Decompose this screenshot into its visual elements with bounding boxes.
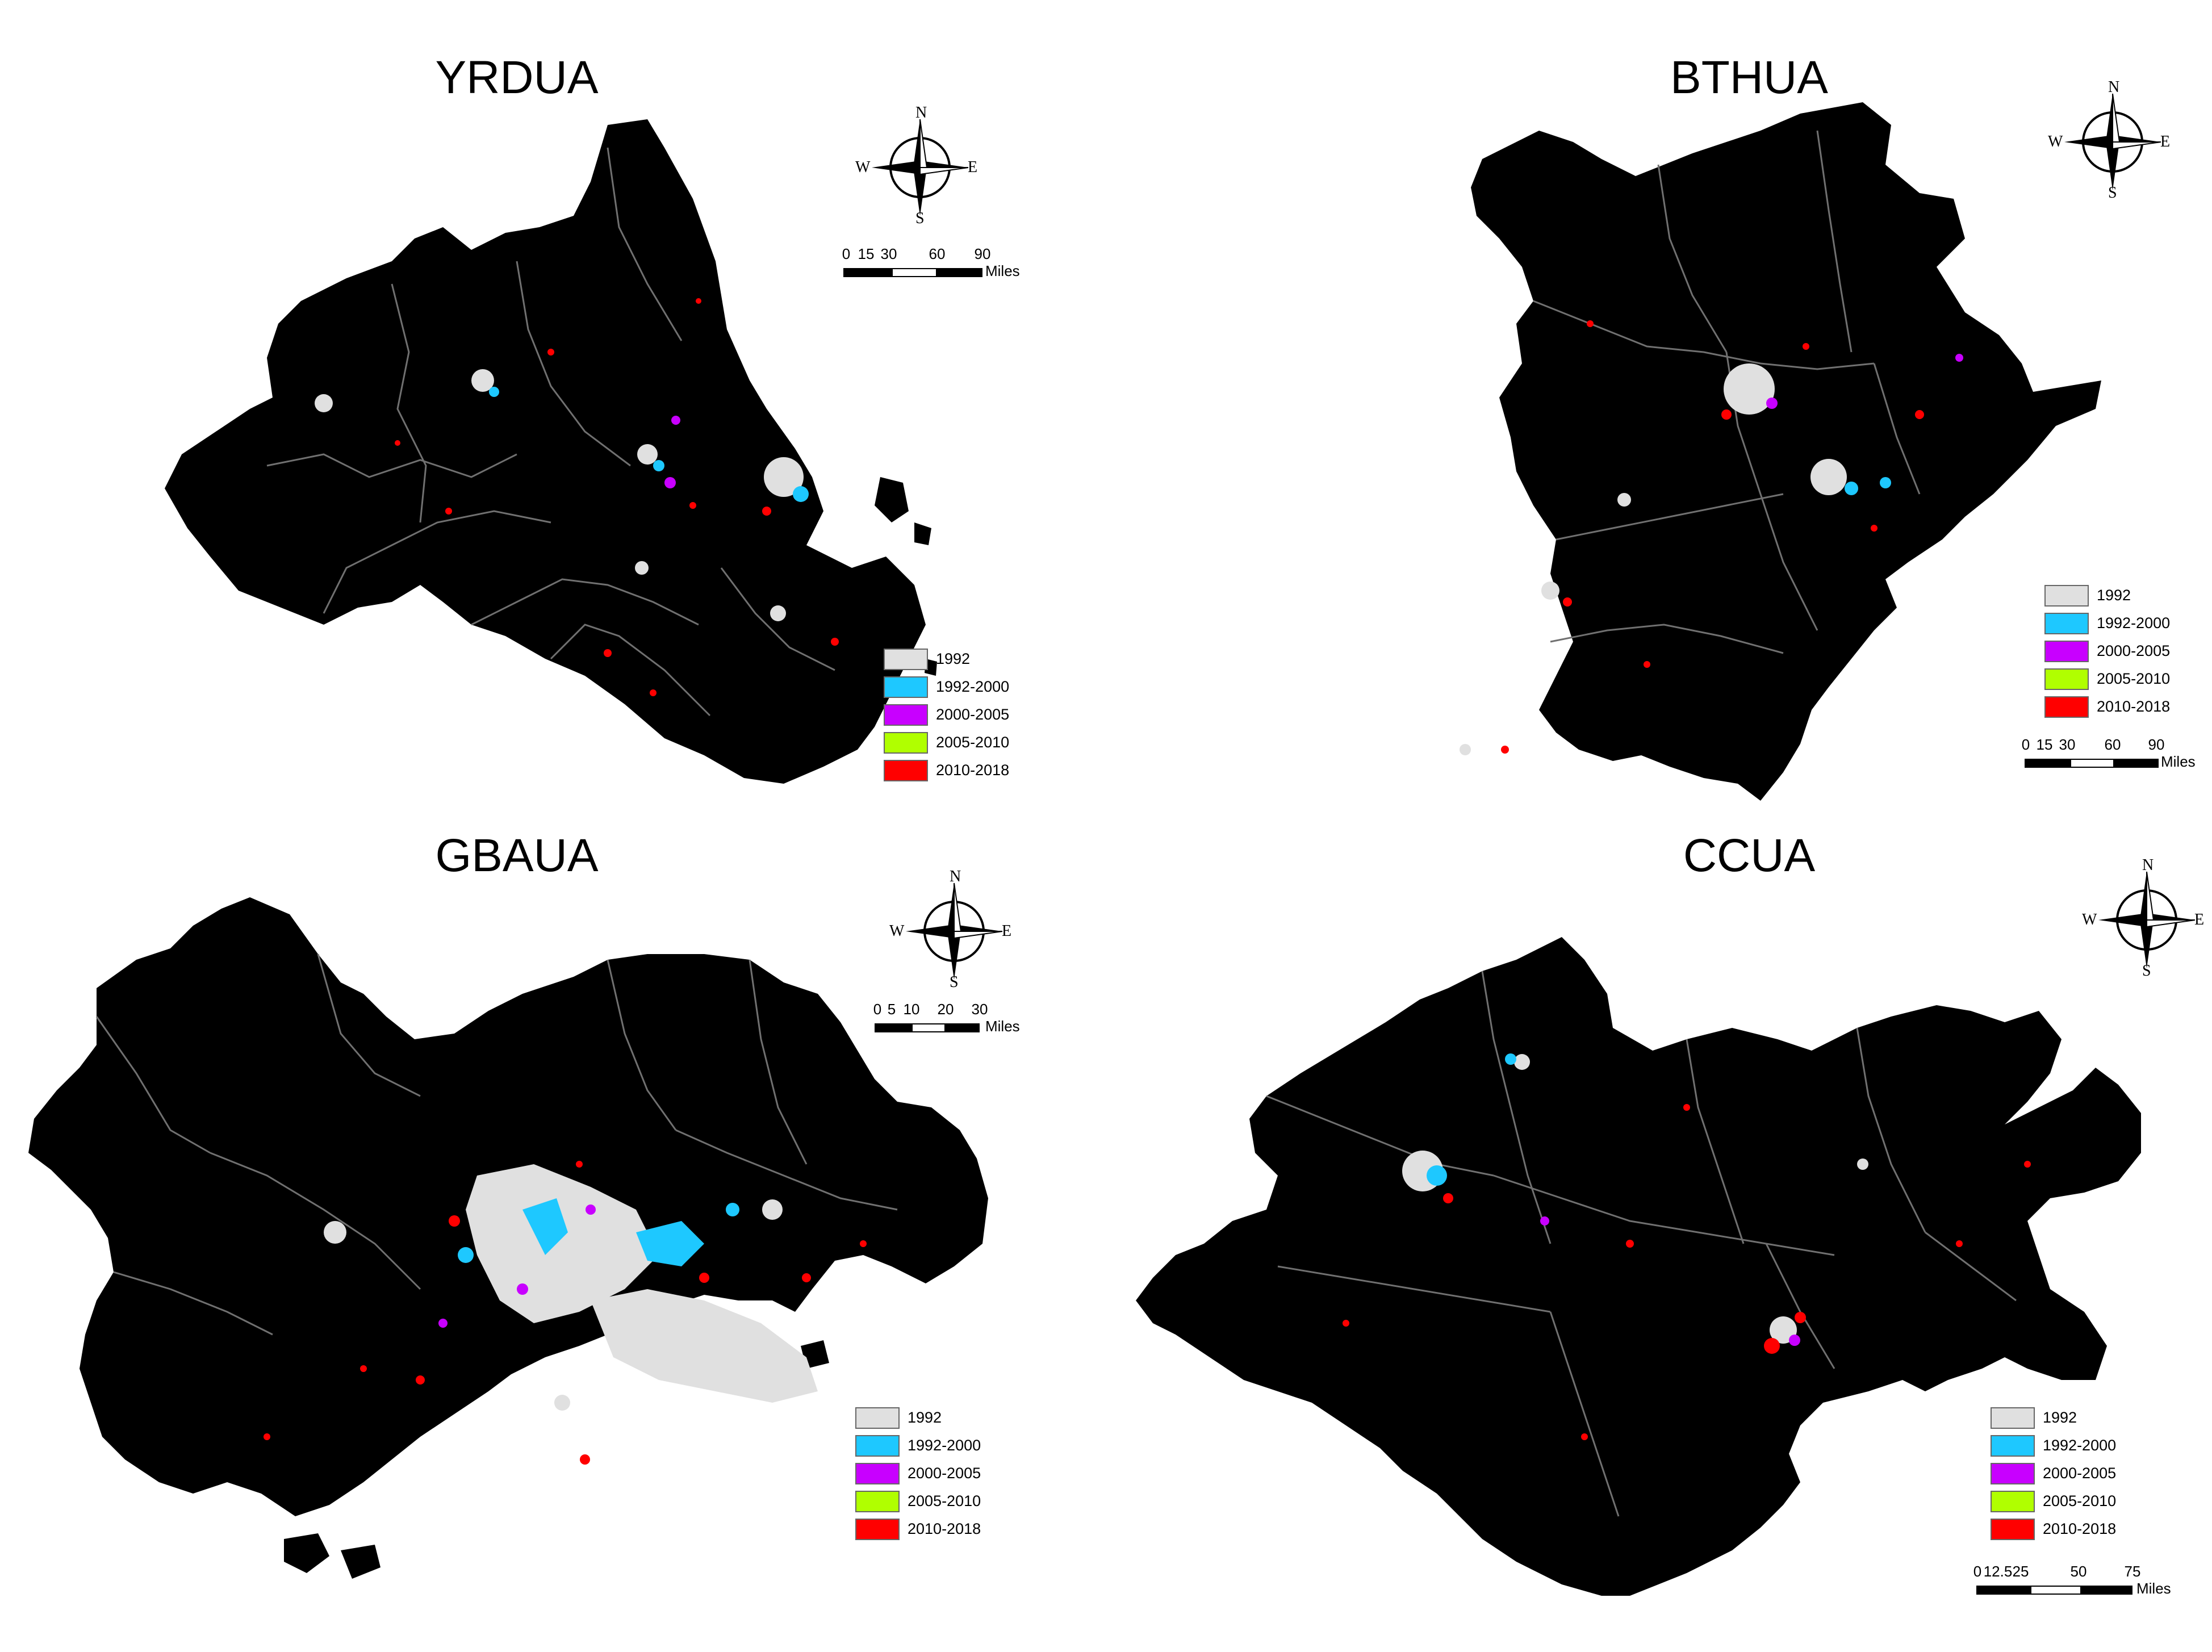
compass-n-label: N	[2142, 856, 2154, 874]
compass-n-label: N	[915, 104, 927, 122]
legend-label: 2010-2018	[936, 762, 1010, 779]
bthua-legend: 1992 1992-2000 2000-2005 2005-2010 2010-…	[2044, 582, 2170, 721]
scale-unit: Miles	[985, 262, 1020, 279]
panel-title-bthua: BTHUA	[1670, 52, 1828, 103]
scale-tick: 90	[974, 245, 991, 262]
scale-unit: Miles	[2136, 1580, 2171, 1597]
scale-tick: 30	[2059, 736, 2076, 753]
legend-label: 1992	[936, 650, 971, 667]
compass-w-label: W	[889, 922, 905, 940]
ccua-legend: 1992 1992-2000 2000-2005 2005-2010 2010-…	[1991, 1404, 2116, 1543]
scale-unit: Miles	[2161, 753, 2196, 770]
scale-tick: 10	[903, 1001, 920, 1018]
scale-tick: 50	[2070, 1563, 2087, 1580]
scale-unit: Miles	[985, 1018, 1020, 1035]
gbaua-compass-icon: N S E W	[889, 868, 1012, 991]
legend-label: 1992	[2097, 587, 2131, 604]
scale-tick: 60	[929, 245, 946, 262]
compass-e-label: E	[2160, 133, 2171, 150]
scale-tick: 30	[880, 245, 897, 262]
compass-e-label: E	[1002, 922, 1012, 940]
legend-label: 1992-2000	[908, 1437, 981, 1454]
legend-label: 2000-2005	[2097, 642, 2171, 659]
yrdua-region	[165, 119, 926, 784]
scale-tick: 20	[937, 1001, 954, 1018]
panel-title-yrdua: YRDUA	[435, 52, 599, 103]
compass-s-label: S	[2108, 184, 2117, 202]
scale-tick: 90	[2148, 736, 2165, 753]
legend-label: 2005-2010	[908, 1492, 981, 1509]
legend-label: 1992-2000	[2097, 614, 2171, 631]
compass-w-label: W	[2048, 133, 2063, 150]
legend-label: 1992	[908, 1409, 942, 1426]
legend-label: 2000-2005	[936, 706, 1010, 723]
scale-tick: 15	[858, 245, 875, 262]
scale-tick: 25	[2012, 1563, 2029, 1580]
compass-s-label: S	[950, 973, 959, 991]
legend-label: 2005-2010	[936, 734, 1010, 751]
scale-tick: 0	[873, 1001, 882, 1018]
scale-tick: 15	[2036, 736, 2053, 753]
yrdua-scale-bar: 0 15 30 60 90 Miles	[842, 245, 1036, 285]
ccua-compass-icon: N S E W	[2082, 856, 2205, 980]
scale-tick: 0	[842, 245, 851, 262]
legend-label: 2005-2010	[2097, 670, 2171, 687]
bthua-map	[1460, 102, 2101, 801]
compass-s-label: S	[915, 210, 925, 227]
compass-n-label: N	[2108, 78, 2120, 96]
legend-label: 2010-2018	[2043, 1520, 2117, 1537]
compass-s-label: S	[2142, 962, 2151, 980]
ccua-map	[1136, 937, 2141, 1596]
gbaua-scale-bar: 0 5 10 20 30 Miles	[873, 1001, 1068, 1040]
scale-tick: 60	[2104, 736, 2121, 753]
legend-label: 2010-2018	[908, 1520, 981, 1537]
scale-tick: 0	[1973, 1563, 1982, 1580]
compass-n-label: N	[950, 868, 961, 885]
gbaua-map	[28, 897, 988, 1579]
ccua-region	[1136, 937, 2141, 1596]
legend-label: 2000-2005	[2043, 1465, 2117, 1482]
bthua-compass-icon: N S E W	[2048, 78, 2171, 202]
scale-tick: 5	[887, 1001, 896, 1018]
ccua-scale-bar: 0 12.5 25 50 75 Miles	[1971, 1563, 2171, 1603]
panel-title-gbaua: GBAUA	[435, 830, 599, 881]
compass-e-label: E	[968, 158, 978, 176]
yrdua-map	[165, 119, 937, 784]
yrdua-compass-icon: N S E W	[855, 104, 978, 227]
legend-label: 1992	[2043, 1409, 2077, 1426]
legend-label: 1992-2000	[2043, 1437, 2117, 1454]
yrdua-legend: 1992 1992-2000 2000-2005 2005-2010 2010-…	[884, 645, 1009, 784]
bthua-scale-bar: 0 15 30 60 90 Miles	[2019, 736, 2212, 776]
compass-w-label: W	[2082, 911, 2097, 929]
scale-tick: 30	[971, 1001, 988, 1018]
compass-e-label: E	[2194, 911, 2205, 929]
legend-label: 2010-2018	[2097, 698, 2171, 715]
panel-title-ccua: CCUA	[1683, 830, 1816, 881]
scale-tick: 0	[2021, 736, 2030, 753]
legend-label: 2000-2005	[908, 1465, 981, 1482]
gbaua-legend: 1992 1992-2000 2000-2005 2005-2010 2010-…	[855, 1404, 981, 1543]
scale-tick: 12.5	[1983, 1563, 2013, 1580]
legend-label: 2005-2010	[2043, 1492, 2117, 1509]
compass-w-label: W	[855, 158, 871, 176]
legend-label: 1992-2000	[936, 678, 1010, 695]
scale-tick: 75	[2124, 1563, 2141, 1580]
bthua-region	[1471, 102, 2101, 801]
